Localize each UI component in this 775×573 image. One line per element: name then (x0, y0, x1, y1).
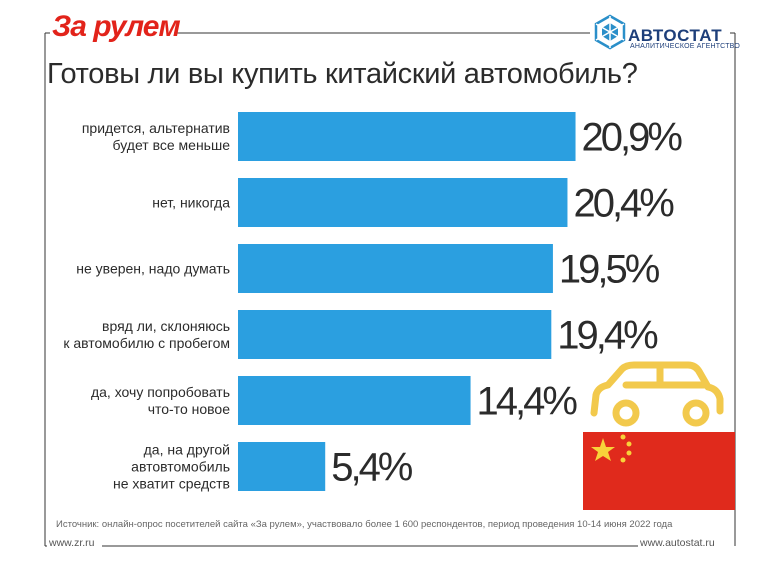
category-label-4: вряд ли, склоняюсь к автомобилю с пробего… (63, 318, 230, 351)
value-label-6: 5,4% (331, 446, 413, 490)
bar-1 (238, 112, 576, 161)
car-icon (590, 361, 724, 427)
value-label-3: 19,5% (559, 248, 660, 292)
bar-4 (238, 310, 552, 359)
value-label-2: 20,4% (573, 182, 674, 226)
category-label-5: да, хочу попробовать что-то новое (91, 384, 230, 417)
value-label-5: 14,4% (477, 380, 578, 424)
autostat-logo: АВТОСТАТ АНАЛИТИЧЕСКОЕ АГЕНТСТВО (590, 12, 740, 52)
bar-6 (238, 442, 326, 491)
category-label-2: нет, никогда (152, 195, 230, 211)
value-label-4: 19,4% (557, 314, 658, 358)
source-note: Источник: онлайн-опрос посетителей сайта… (56, 519, 673, 530)
chart-title: Готовы ли вы купить китайский автомобиль… (47, 58, 638, 90)
category-label-1: придется, альтернатив будет все меньше (82, 120, 230, 153)
autostat-logo-icon (594, 14, 626, 50)
bar-2 (238, 178, 568, 227)
autostat-logo-subtitle: АНАЛИТИЧЕСКОЕ АГЕНТСТВО (630, 43, 740, 50)
autostat-url-link[interactable]: www.autostat.ru (640, 537, 715, 549)
zr-url-link[interactable]: www.zr.ru (49, 537, 95, 549)
car-flag-illustration (583, 361, 735, 510)
zarulem-logo: За рулем (52, 10, 181, 43)
china-flag-icon (583, 432, 735, 510)
category-label-3: не уверен, надо думать (76, 261, 230, 277)
bar-5 (238, 376, 471, 425)
category-label-6: да, на другой автовтомобиль не хватит сред… (113, 442, 230, 492)
value-label-1: 20,9% (582, 116, 683, 160)
bar-3 (238, 244, 553, 293)
autostat-logo-name: АВТОСТАТ (628, 26, 723, 45)
